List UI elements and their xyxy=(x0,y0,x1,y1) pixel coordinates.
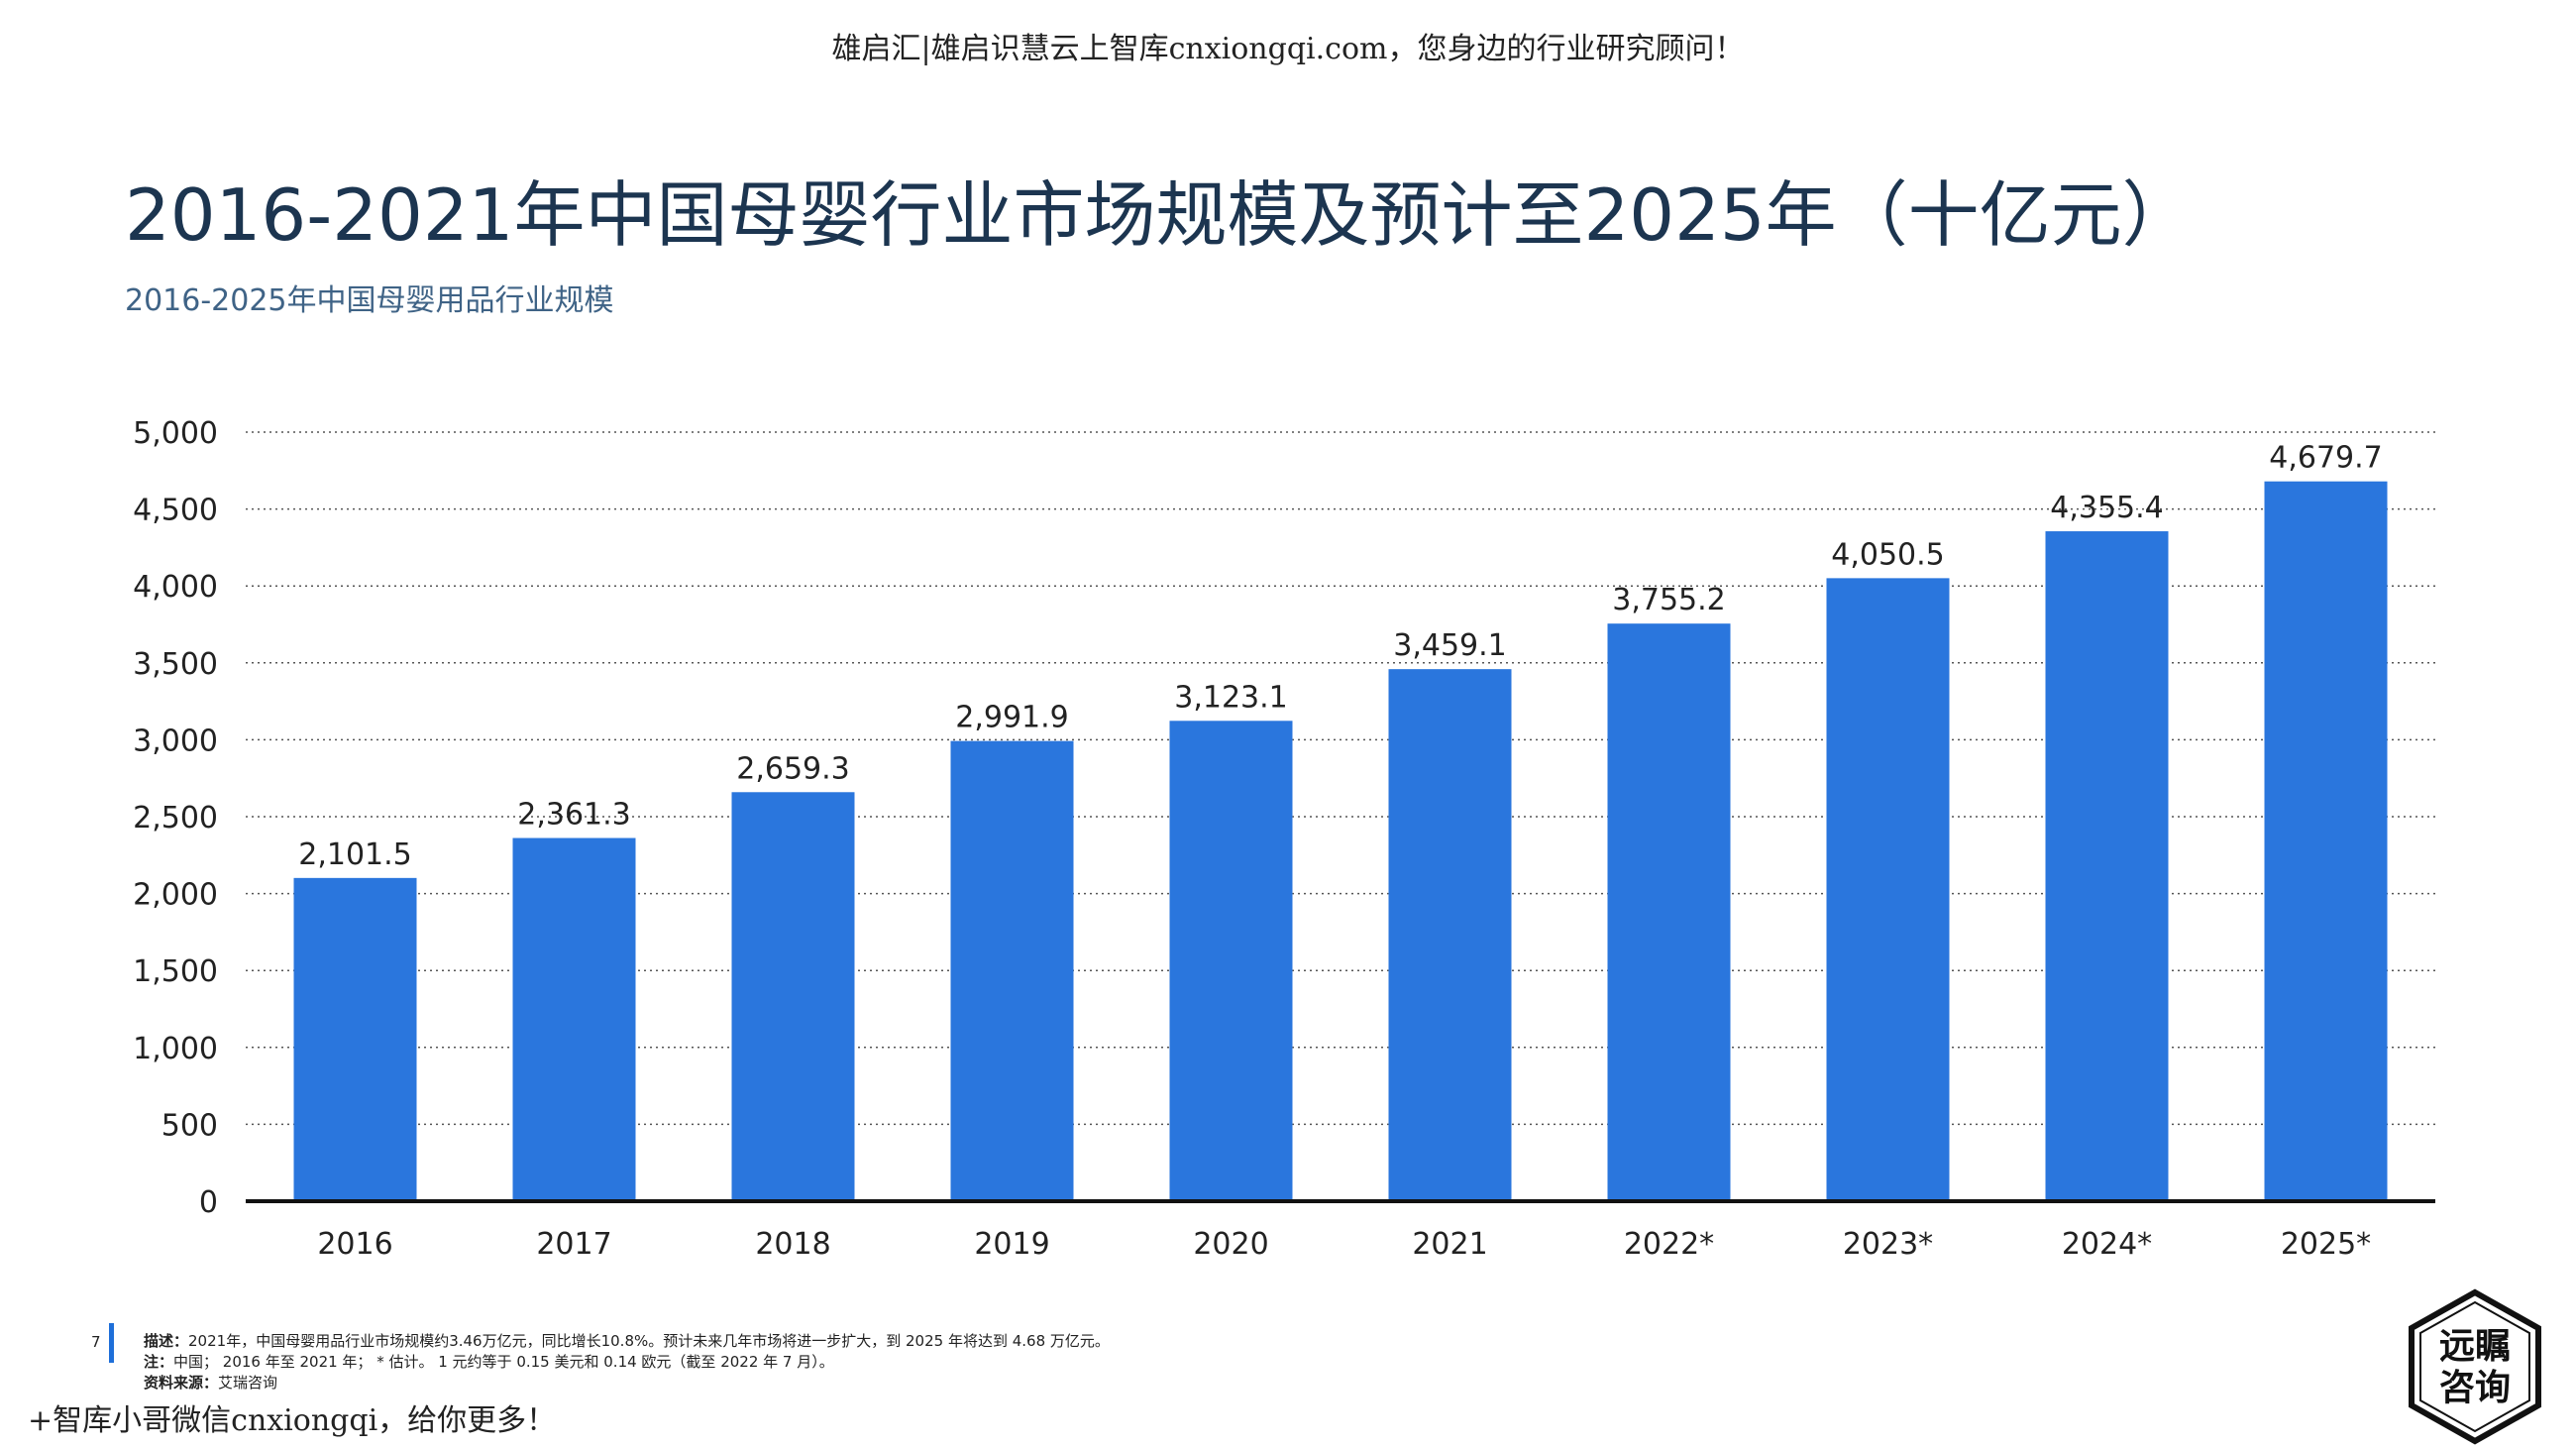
y-tick-label: 1,500 xyxy=(133,954,218,989)
x-tick-label: 2016 xyxy=(317,1227,392,1262)
description-label: 描述： xyxy=(144,1332,189,1350)
y-tick-label: 4,000 xyxy=(133,570,218,605)
bar xyxy=(950,740,1074,1201)
data-label: 3,459.1 xyxy=(1393,628,1507,663)
source-label: 资料来源： xyxy=(144,1374,219,1392)
y-tick-label: 2,500 xyxy=(133,801,218,836)
x-tick-label: 2020 xyxy=(1193,1227,1268,1262)
chart-subtitle: 2016-2025年中国母婴用品行业规模 xyxy=(125,283,614,318)
bar xyxy=(1607,623,1731,1201)
y-tick-label: 4,500 xyxy=(133,494,218,528)
note-text: 中国； 2016 年至 2021 年； * 估计。 1 元约等于 0.15 美元… xyxy=(173,1353,834,1371)
x-tick-label: 2025* xyxy=(2281,1227,2371,1262)
bar xyxy=(293,877,417,1201)
bar xyxy=(1169,721,1293,1201)
source-text: 艾瑞咨询 xyxy=(218,1374,278,1392)
x-tick-label: 2022* xyxy=(1624,1227,1714,1262)
data-label: 2,101.5 xyxy=(298,837,412,872)
y-tick-label: 3,500 xyxy=(133,647,218,682)
bar xyxy=(731,792,855,1201)
data-label: 4,355.4 xyxy=(2050,491,2164,525)
logo-line-2: 咨询 xyxy=(2438,1368,2511,1408)
description-text: 2021年，中国母婴用品行业市场规模约3.46万亿元，同比增长10.8%。预计未… xyxy=(188,1332,1110,1350)
data-label: 2,659.3 xyxy=(736,751,850,786)
note-line: 注：中国； 2016 年至 2021 年； * 估计。 1 元约等于 0.15 … xyxy=(144,1352,1110,1373)
bar xyxy=(1388,669,1512,1201)
y-tick-label: 5,000 xyxy=(133,416,218,451)
y-tick-label: 2,000 xyxy=(133,878,218,913)
data-label: 2,361.3 xyxy=(517,798,631,833)
x-tick-label: 2019 xyxy=(974,1227,1049,1262)
bar xyxy=(2045,531,2169,1201)
source-line: 资料来源：艾瑞咨询 xyxy=(144,1373,1110,1393)
bar-chart: 0 500 1,000 1,500 2,000 2,500 3,000 3,500 4,000 4… xyxy=(133,416,2435,1262)
y-tick-label: 1,000 xyxy=(133,1032,218,1066)
x-tick-label: 2024* xyxy=(2062,1227,2152,1262)
y-tick-label: 0 xyxy=(199,1185,218,1220)
data-label: 4,050.5 xyxy=(1831,537,1945,572)
company-logo: 远瞩 咨询 xyxy=(2406,1288,2544,1445)
page-title: 2016-2021年中国母婴行业市场规模及预计至2025年（十亿元） xyxy=(125,173,2194,257)
page-number-bar xyxy=(109,1323,114,1363)
bottom-watermark: +智库小哥微信cnxiongqi，给你更多！ xyxy=(28,1403,557,1438)
data-label: 2,991.9 xyxy=(955,701,1069,735)
footnotes: 描述：2021年，中国母婴用品行业市场规模约3.46万亿元，同比增长10.8%。… xyxy=(144,1331,1110,1393)
page-number: 7 xyxy=(91,1333,101,1351)
y-tick-label: 3,000 xyxy=(133,724,218,758)
description-note: 描述：2021年，中国母婴用品行业市场规模约3.46万亿元，同比增长10.8%。… xyxy=(144,1331,1110,1352)
logo-line-1: 远瞩 xyxy=(2438,1326,2511,1367)
y-tick-label: 500 xyxy=(161,1108,218,1143)
x-tick-label: 2021 xyxy=(1412,1227,1487,1262)
data-label: 3,755.2 xyxy=(1612,583,1726,617)
x-tick-label: 2017 xyxy=(536,1227,611,1262)
x-tick-label: 2018 xyxy=(755,1227,830,1262)
bar xyxy=(512,837,636,1201)
logo-text: 远瞩 咨询 xyxy=(2406,1326,2544,1409)
note-label: 注： xyxy=(144,1353,174,1371)
hexagon-logo-icon xyxy=(2409,1288,2541,1445)
top-watermark: 雄启汇|雄启识慧云上智库cnxiongqi.com，您身边的行业研究顾问！ xyxy=(831,32,1745,66)
data-label: 3,123.1 xyxy=(1174,680,1288,715)
bar xyxy=(2264,481,2388,1201)
bar xyxy=(1826,578,1950,1201)
data-label: 4,679.7 xyxy=(2269,441,2383,476)
x-tick-label: 2023* xyxy=(1843,1227,1933,1262)
